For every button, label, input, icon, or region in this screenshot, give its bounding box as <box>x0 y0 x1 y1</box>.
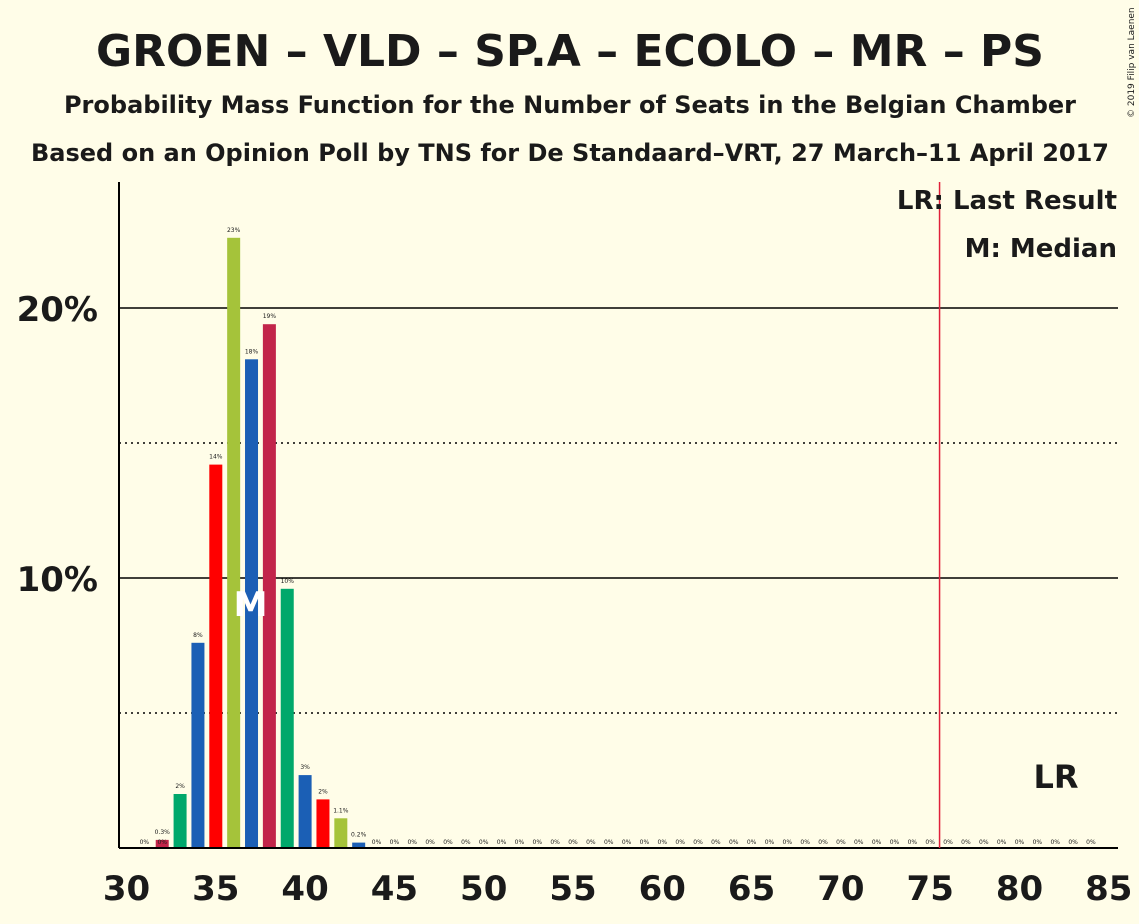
bar-value-label: 18% <box>245 348 259 355</box>
bar-value-label: 0% <box>461 839 471 846</box>
bar-value-label: 14% <box>209 454 223 461</box>
x-tick-label: 40 <box>281 869 328 909</box>
x-tick-label: 50 <box>460 869 507 909</box>
bar-value-label: 0% <box>783 839 793 846</box>
bar-value-label: 0% <box>711 839 721 846</box>
bar <box>245 359 259 848</box>
bar-value-label: 0% <box>800 839 810 846</box>
x-tick-label: 70 <box>817 869 864 909</box>
x-tick-label: 65 <box>728 869 775 909</box>
bar-value-label: 0% <box>925 839 935 846</box>
axes-group: 30 35 40 45 50 55 60 65 70 75 80 85 LR M <box>103 182 1132 909</box>
bar-value-label: 0% <box>943 839 953 846</box>
copyright-text: © 2019 Filip van Laenen <box>1127 7 1137 118</box>
bar-value-label: 0% <box>747 839 757 846</box>
bar-value-label: 0% <box>1068 839 1078 846</box>
bar-value-label: 0% <box>1015 839 1025 846</box>
bar-value-label: 0% <box>1050 839 1060 846</box>
bar-value-label: 0% <box>818 839 828 846</box>
bar-value-label: 0% <box>640 839 650 846</box>
bar <box>262 324 276 848</box>
bar-value-label: 1.1% <box>333 807 349 814</box>
grid-lines: 10% 20% <box>17 290 1118 714</box>
chart-subtitle-2: Based on an Opinion Poll by TNS for De S… <box>31 139 1109 167</box>
bar-value-label: 0% <box>908 839 918 846</box>
bar-value-label: 0% <box>425 839 435 846</box>
x-tick-label: 85 <box>1085 869 1132 909</box>
bar-value-label: 0% <box>997 839 1007 846</box>
bar-value-label: 0% <box>497 839 507 846</box>
bar-value-label: 0% <box>479 839 489 846</box>
bar-value-label: 0.2% <box>351 832 367 839</box>
bar-value-label: 0% <box>836 839 846 846</box>
bar-value-label: 0% <box>979 839 989 846</box>
x-tick-label: 55 <box>549 869 596 909</box>
bar-value-label: 19% <box>263 313 277 320</box>
bar-value-label: 0% <box>1033 839 1043 846</box>
x-tick-label: 75 <box>907 869 954 909</box>
bar-value-label: 0% <box>765 839 775 846</box>
bar-value-label: 0% <box>407 839 417 846</box>
y-tick-label: 10% <box>17 560 98 600</box>
bar <box>155 839 169 848</box>
bar-value-label: 0% <box>157 839 167 846</box>
bar-value-label: 0% <box>372 839 382 846</box>
bar <box>173 794 187 848</box>
chart-subtitle: Probability Mass Function for the Number… <box>64 91 1076 119</box>
bar-value-label: 0% <box>390 839 400 846</box>
x-tick-label: 80 <box>996 869 1043 909</box>
x-tick-label: 30 <box>103 869 150 909</box>
bar-value-label: 10% <box>281 578 295 585</box>
bar-value-label: 0% <box>586 839 596 846</box>
bar-value-label: 2% <box>318 788 328 795</box>
x-tick-label: 60 <box>639 869 686 909</box>
bar-value-label: 0.3% <box>155 829 171 836</box>
bar <box>316 799 330 848</box>
median-marker: M <box>234 585 268 625</box>
bar-value-label: 0% <box>604 839 614 846</box>
bars-group <box>155 237 366 849</box>
bar <box>352 842 366 848</box>
bar-value-label: 0% <box>729 839 739 846</box>
bar-value-label: 0% <box>961 839 971 846</box>
bar-value-label: 0% <box>872 839 882 846</box>
bar-value-label: 0% <box>550 839 560 846</box>
bar-value-label: 0% <box>854 839 864 846</box>
bar-value-label: 0% <box>140 839 150 846</box>
bar <box>209 464 223 848</box>
bar-value-label: 0% <box>622 839 632 846</box>
bar-value-label: 0% <box>568 839 578 846</box>
x-tick-label: 45 <box>371 869 418 909</box>
legend-median: M: Median <box>965 234 1117 264</box>
bar-value-label: 0% <box>533 839 543 846</box>
bar-value-label: 0% <box>515 839 525 846</box>
bar-value-label: 0% <box>1086 839 1096 846</box>
x-tick-label: 35 <box>192 869 239 909</box>
bar-labels-group: 0% 0% 0.3% 2% 8% 14% 23% 18% 19% 10% 3% 2% 1.1% 0.2% 0… <box>140 227 1096 846</box>
bar-value-label: 0% <box>890 839 900 846</box>
bar-value-label: 0% <box>443 839 453 846</box>
bar-value-label: 8% <box>193 632 203 639</box>
last-result-marker: LR <box>1033 758 1078 796</box>
chart-title: GROEN – VLD – SP.A – ECOLO – MR – PS <box>96 26 1044 77</box>
bar-value-label: 3% <box>300 764 310 771</box>
bar <box>298 775 312 848</box>
bar-value-label: 23% <box>227 227 241 234</box>
bar-value-label: 0% <box>675 839 685 846</box>
bar <box>334 818 348 848</box>
bar <box>280 588 294 848</box>
bar-value-label: 0% <box>658 839 668 846</box>
bar <box>227 237 241 849</box>
legend-last-result: LR: Last Result <box>897 186 1117 216</box>
bar <box>191 642 205 848</box>
bar-value-label: 2% <box>175 783 185 790</box>
bar-value-label: 0% <box>693 839 703 846</box>
y-tick-label: 20% <box>17 290 98 330</box>
